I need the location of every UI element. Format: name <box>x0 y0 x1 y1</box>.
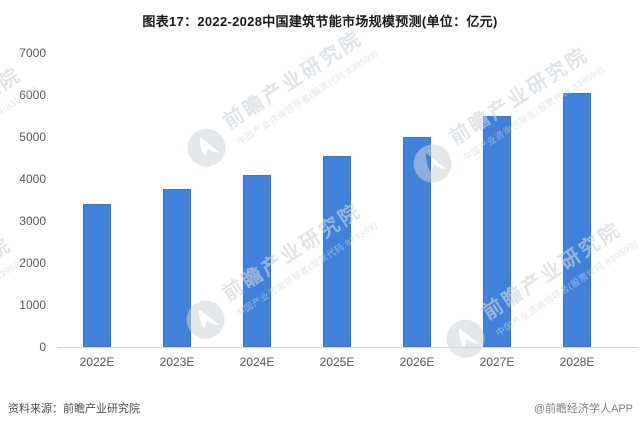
x-axis-label-2023E: 2023E <box>159 355 195 369</box>
y-axis-tick-label: 1000 <box>19 298 46 312</box>
bar-2026E <box>403 137 431 347</box>
bars-plot-area <box>57 53 638 347</box>
x-axis-label-2024E: 2024E <box>239 355 275 369</box>
bar-2024E <box>243 175 271 347</box>
bar-2025E <box>323 156 351 347</box>
watermark-text: 前瞻产业研究院 <box>0 233 17 340</box>
x-axis-label-2028E: 2028E <box>559 355 595 369</box>
x-axis-label-2025E: 2025E <box>319 355 355 369</box>
y-axis-tick-label: 7000 <box>19 46 46 60</box>
bar-2023E <box>163 189 191 347</box>
chart-title: 图表17：2022-2028中国建筑节能市场规模预测(单位：亿元) <box>142 14 498 29</box>
y-axis-tick-label: 6000 <box>19 88 46 102</box>
watermark-text: 前瞻产业研究院 <box>0 63 27 170</box>
bar-2027E <box>483 116 511 347</box>
data-source-note: 资料来源：前瞻产业研究院 <box>8 403 140 415</box>
y-axis-tick-label: 0 <box>39 340 46 354</box>
bar-2022E <box>83 204 111 347</box>
x-axis-label-2027E: 2027E <box>479 355 515 369</box>
y-axis-tick-label: 4000 <box>19 172 46 186</box>
bar-2028E <box>563 93 591 347</box>
y-axis-tick-label: 2000 <box>19 256 46 270</box>
app-credit: @前瞻经济学人APP <box>533 403 633 415</box>
x-axis-label-2026E: 2026E <box>399 355 435 369</box>
y-axis-tick-label: 3000 <box>19 214 46 228</box>
x-axis-label-2022E: 2022E <box>79 355 115 369</box>
y-axis-tick-label: 5000 <box>19 130 46 144</box>
x-axis-line <box>57 347 638 348</box>
